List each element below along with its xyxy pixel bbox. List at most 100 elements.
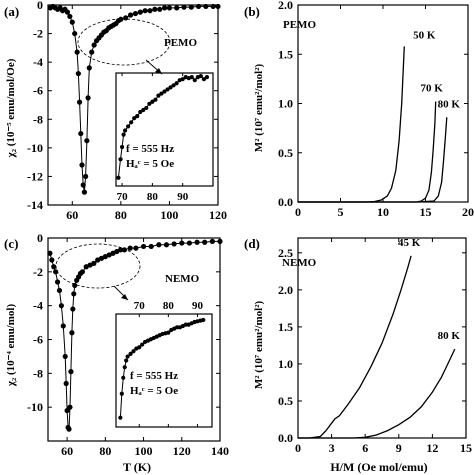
- panel-c-xtick-label: 120: [173, 444, 191, 458]
- panel-c-ytick-label: 0: [37, 231, 43, 245]
- panel-a-xtick-label: 60: [66, 208, 78, 222]
- panel-c-series-point: [217, 238, 223, 244]
- panel-d-label: (d): [244, 236, 260, 251]
- panel-a-series-point: [127, 12, 134, 18]
- panel-d: 0 3 6 9 12 15 0.0 0.5 1.0 1.5 2.0 2.5 45 K 80 K (d) N…: [244, 236, 472, 474]
- panel-a-inset-series-point: [150, 99, 155, 104]
- panel-c-ytick-label: -4: [33, 299, 43, 313]
- panel-a-inset-series-point: [162, 89, 167, 94]
- panel-d-ytick-label: 2.5: [278, 246, 293, 260]
- panel-a-ytick-label: -12: [27, 169, 43, 183]
- panel-a-series-point: [81, 189, 88, 195]
- panel-a-series-point: [118, 16, 124, 22]
- panel-d-series-label: 80 K: [438, 330, 461, 342]
- panel-b-ytick-label: 0.0: [278, 195, 293, 209]
- panel-a-ytick-label: -10: [27, 141, 43, 155]
- panel-a-inset-hac-text: Hₐᶜ = 5 Oe: [126, 158, 174, 170]
- panel-c-series-point: [133, 245, 139, 251]
- panel-c-series-line: [49, 240, 220, 432]
- panel-b-ytick-label: 2.0: [278, 0, 293, 12]
- panel-a-series-point: [161, 5, 168, 11]
- panel-a-inset-series-point: [126, 124, 131, 129]
- panel-a-xtick-label: 100: [160, 208, 178, 222]
- panel-a-series-point: [79, 162, 85, 168]
- panel-b-series-1-line: [298, 101, 437, 203]
- panel-a-series-point: [123, 15, 129, 21]
- panel-a-inset-xtick-label: 90: [177, 191, 189, 203]
- panel-c-xtick-label: 100: [135, 444, 153, 458]
- panel-d-series-label: 45 K: [398, 237, 421, 249]
- panel-a-series-point: [85, 95, 91, 101]
- panel-a-inset-series-point: [159, 91, 164, 96]
- panel-a-ytick-label: -14: [27, 198, 43, 212]
- panel-b-xtick-label: 20: [462, 205, 474, 219]
- panel-c-zoom-ellipse: [55, 243, 141, 289]
- panel-d-series-1-line: [298, 348, 456, 439]
- panel-a-inset-series-point: [204, 75, 210, 80]
- panel-d-xtick-label: 15: [460, 441, 472, 455]
- panel-c-series-point: [60, 323, 66, 329]
- panel-b-annotation: PEMO: [283, 19, 316, 31]
- panel-b-plot: 0 5 10 15 20 0.0 0.5 1.0 1.5 2.0 50 K 70 K 80 K: [278, 0, 474, 219]
- panel-a-frame: [47, 4, 219, 206]
- panel-c-inset-series-point: [119, 391, 124, 396]
- panel-a-inset-series-point: [121, 132, 126, 137]
- panel-a-xtick-label: 80: [115, 208, 127, 222]
- panel-c-inset-hac-text: Hₐᶜ = 5 Oe: [130, 385, 178, 397]
- panel-a-inset-series-point: [135, 114, 140, 119]
- panel-c-xtick-label: 60: [61, 444, 73, 458]
- panel-a-series-point: [195, 3, 202, 10]
- panel-c-series-point: [47, 250, 53, 256]
- panel-c-inset-series-point: [122, 365, 127, 370]
- panel-a-series-point: [84, 138, 90, 144]
- panel-c-series-point: [148, 243, 154, 250]
- panel-c-series-point: [179, 240, 185, 246]
- panel-a-inset-series-point: [138, 109, 143, 115]
- panel-c-inset-series-point: [140, 342, 145, 347]
- panel-b-series-label: 70 K: [421, 83, 444, 95]
- panel-d-ytick-label: 0.0: [278, 431, 293, 445]
- panel-c-inset-series-point: [183, 322, 188, 327]
- panel-c-inset-series-point: [166, 330, 171, 335]
- panel-d-xtick-label: 12: [426, 441, 438, 455]
- panel-c-xlabel: T (K): [123, 460, 151, 474]
- panel-c-series-point: [56, 287, 63, 294]
- panel-b: 0 5 10 15 200.00.51.01.52.050 K70 K80 K (b) …: [244, 0, 474, 219]
- panel-a-inset-series-point: [141, 107, 146, 113]
- panel-c-series-point: [140, 243, 147, 250]
- panel-a-series-point: [67, 13, 73, 20]
- panel-a-series-point: [157, 6, 163, 12]
- panel-b-xtick-label: 15: [420, 205, 432, 219]
- panel-c-series-point: [209, 238, 215, 244]
- panel-c-inset-xtick-label: 70: [134, 300, 146, 312]
- panel-a-inset-series-point: [165, 87, 170, 92]
- panel-c-inset-series-point: [121, 375, 126, 380]
- panel-c-ytick-label: -10: [27, 400, 43, 414]
- panel-a-series-point: [89, 49, 95, 55]
- panel-a-inset-series-point: [118, 157, 123, 162]
- panel-a-series-point: [74, 49, 80, 55]
- panel-c-xtick-label: 80: [99, 444, 111, 458]
- panel-c-inset-xtick-label: 80: [163, 300, 175, 312]
- panel-a-xtick-label: 120: [209, 208, 227, 222]
- panel-c-series-point: [156, 242, 162, 248]
- panel-a-inset-series-point: [201, 77, 207, 82]
- panel-d-xtick-label: 3: [329, 441, 335, 455]
- panel-a-series-point: [64, 9, 71, 15]
- panel-a-series-point: [142, 8, 148, 14]
- panel-b-ytick-label: 1.0: [278, 97, 293, 111]
- panel-a-inset-series-point: [198, 73, 203, 79]
- panel-c-series-point: [71, 291, 77, 297]
- panel-a-ytick-label: 0: [37, 0, 43, 12]
- panel-a-inset-series-point: [132, 116, 137, 121]
- panel-a-zoom-ellipse: [77, 18, 171, 66]
- panel-c-series-point: [62, 353, 68, 360]
- panel-a-inset-series-point: [144, 105, 149, 111]
- panel-c-series-point: [66, 426, 72, 432]
- panel-b-xtick-label: 10: [377, 205, 389, 219]
- panel-a-inset-series-point: [168, 85, 173, 90]
- panel-c-inset-xtick-label: 90: [192, 300, 204, 312]
